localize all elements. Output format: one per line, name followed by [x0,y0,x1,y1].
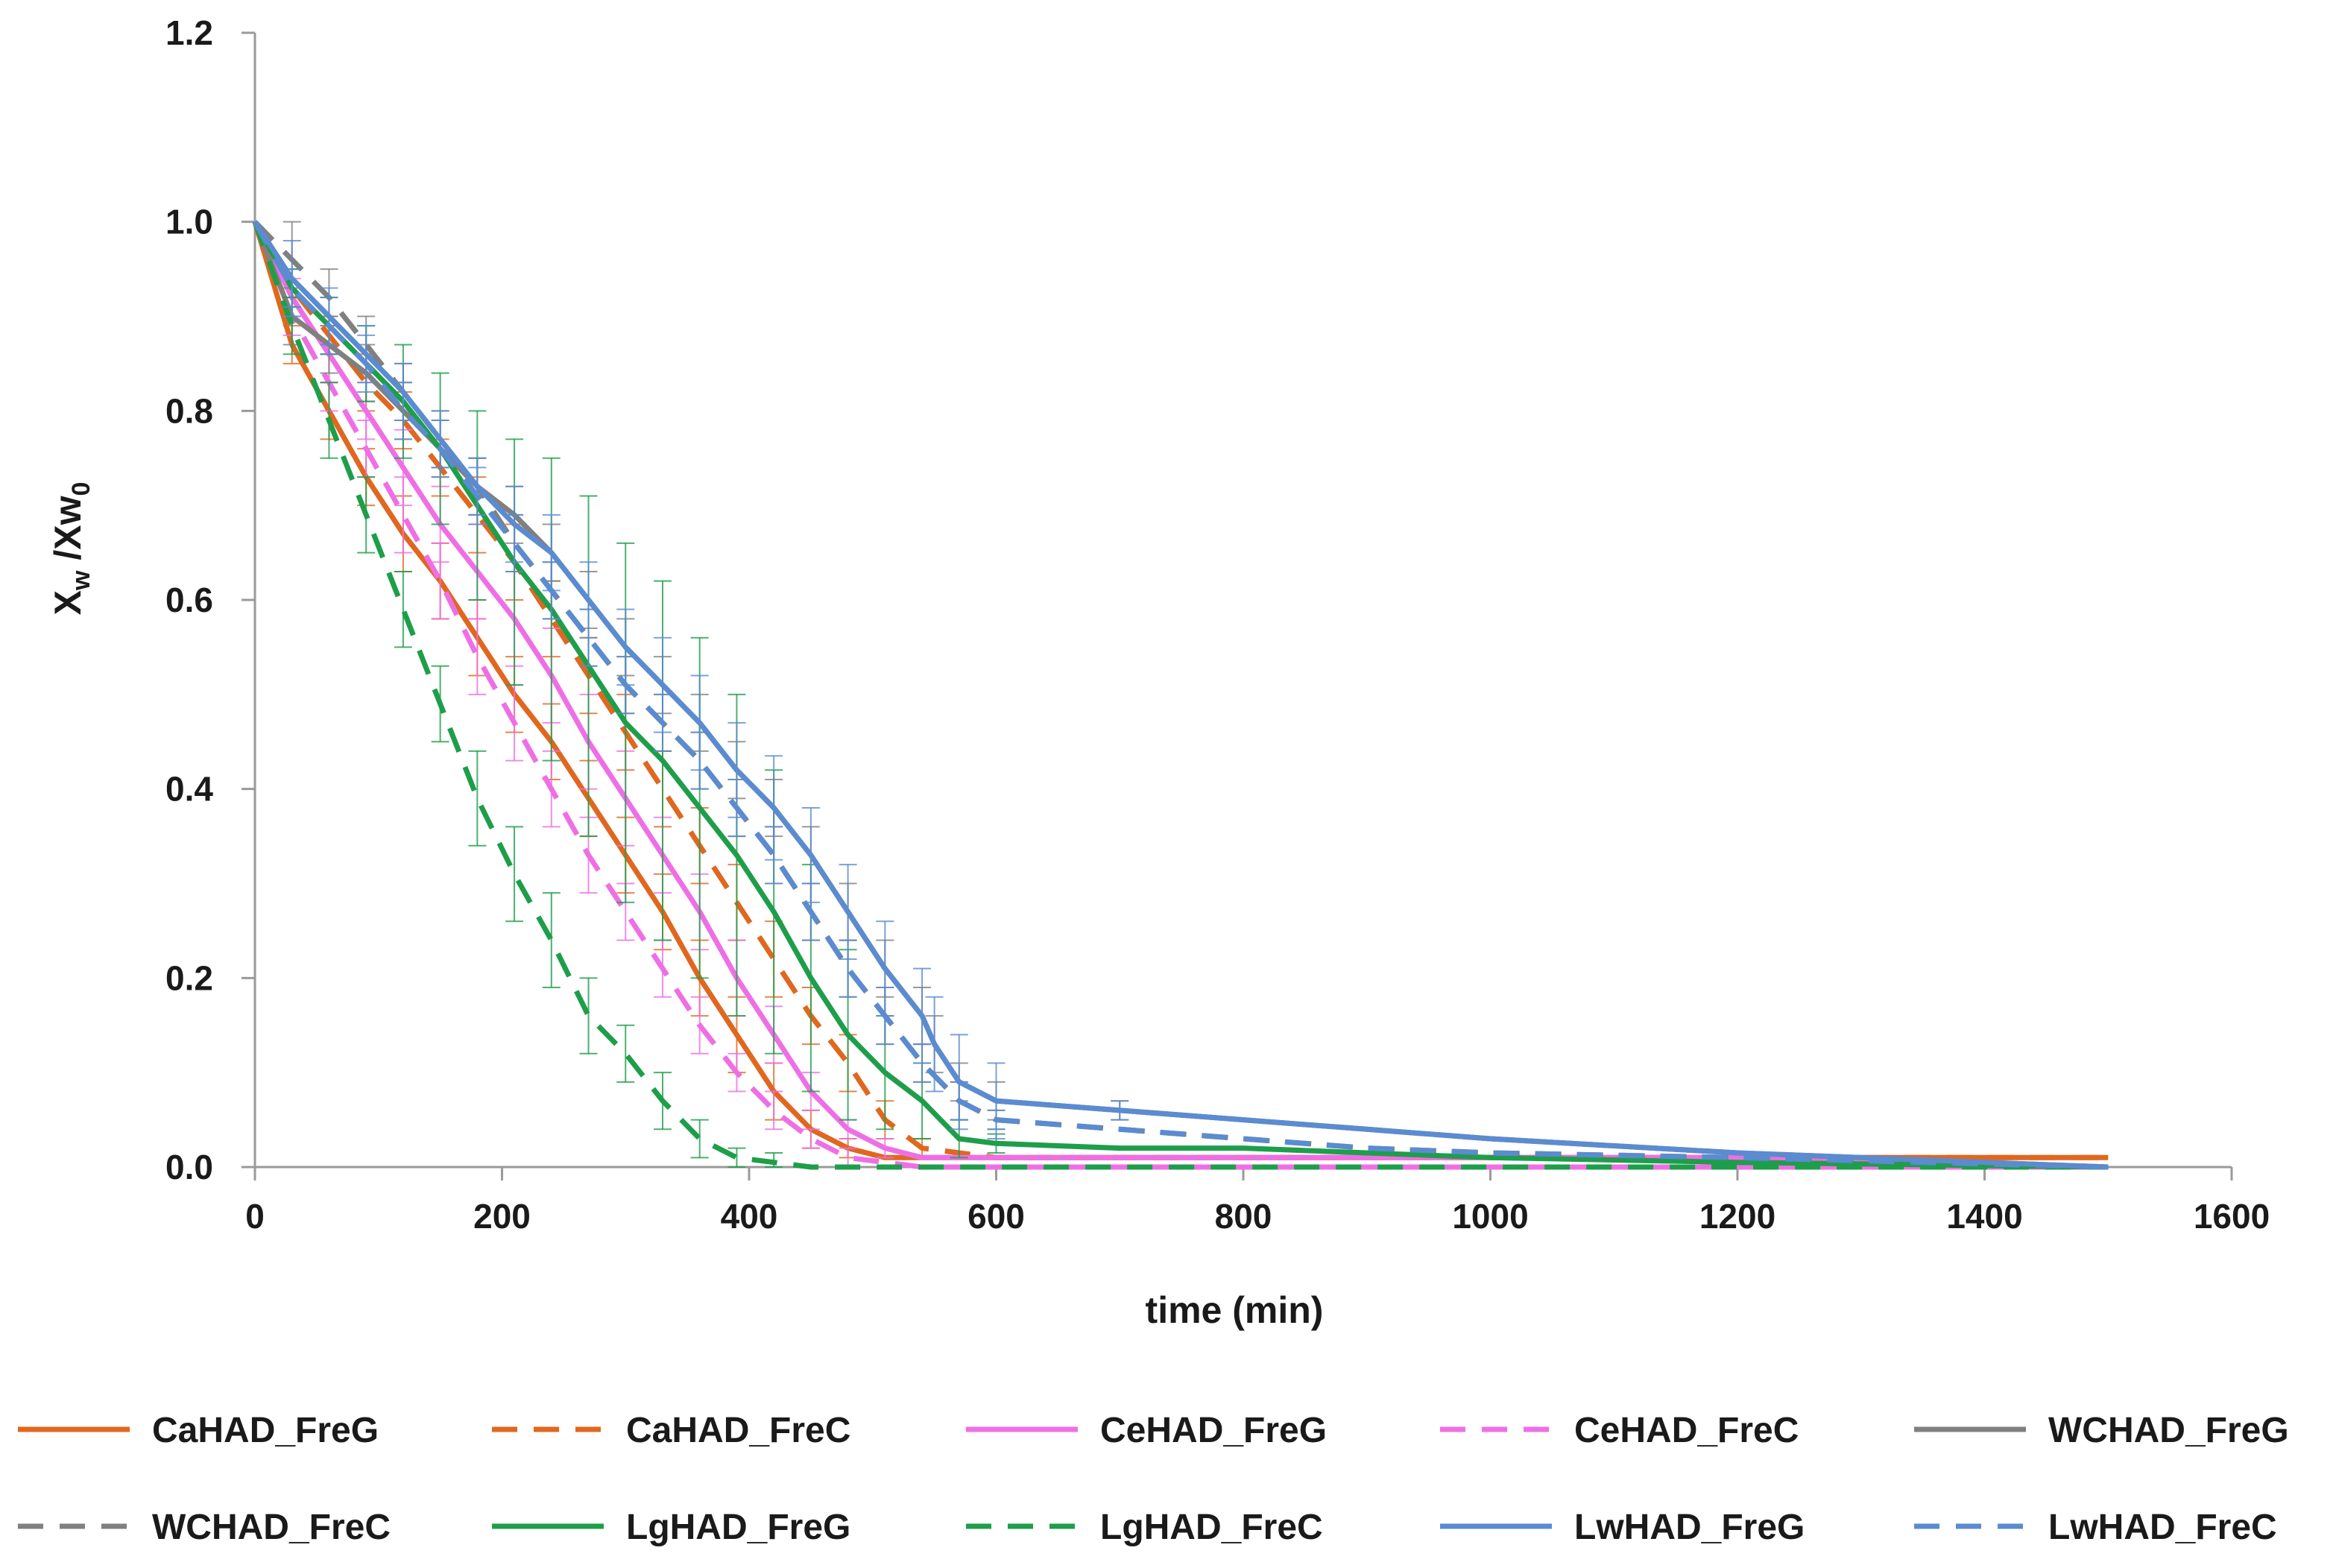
legend-item-cahad-freg: CaHAD_FreG [18,1411,379,1450]
error-bars-cehad-frec [282,297,857,1168]
error-bar [542,892,561,989]
error-bar [839,939,857,998]
y-axis-title-sub-0: 0 [67,482,95,496]
series-cehad-frec [252,221,2109,1170]
series-line-lwhad-frec [252,220,2109,1170]
legend-label: WCHAD_FreG [2048,1411,2289,1450]
series-line-cehad-frec [252,221,2109,1170]
y-axis-title-main: X [47,590,89,615]
x-tick-label: 600 [967,1197,1025,1236]
series-line-cehad-freg [252,221,2109,1170]
series-line-wchad-freg [252,221,2109,1170]
legend-item-wchad-frec: WCHAD_FreC [18,1508,391,1547]
error-bars-lwhad-freg [282,240,1129,1139]
series-lghad-frec [252,221,2109,1170]
series-lwhad-freg [253,220,2109,1170]
series-wchad-freg [252,221,2109,1170]
series-cahad-freg [252,221,2109,1160]
y-tick-label: 1.0 [165,203,213,241]
y-tick-label: 0.4 [165,770,213,809]
axes: 0.0 0.2 0.4 0.6 0.8 1.0 1.2 0 200 400 600 800 1000 12… [165,13,2270,1236]
series-line-cahad-frec [252,220,2109,1160]
error-bar [727,1147,746,1168]
legend-label: LgHAD_FreG [626,1508,850,1547]
error-bar [505,513,524,572]
error-bar [468,618,487,695]
series-lghad-freg [252,220,2109,1170]
x-tick-label: 0 [245,1197,265,1236]
y-tick-label: 0.8 [165,391,213,430]
x-tick-label: 400 [721,1197,778,1236]
series-line-cahad-freg [252,221,2109,1160]
error-bar [468,750,487,847]
series-cehad-freg [252,221,2109,1170]
error-bar [913,1043,932,1083]
legend-label: CeHAD_FreG [1100,1411,1327,1450]
series-line-wchad-frec [253,220,2109,1170]
error-bar [579,977,598,1055]
legend-item-wchad-freg: WCHAD_FreG [1914,1411,2289,1450]
y-tick-label: 0.2 [165,958,213,997]
error-bar [579,608,598,667]
error-bars-wchad-frec [282,221,1006,1131]
legend-item-cehad-frec: CeHAD_FreC [1440,1411,1799,1450]
error-bar [431,542,449,620]
error-bar [801,1128,820,1149]
x-tick-label: 800 [1215,1197,1272,1236]
series-line-lghad-frec [252,221,2109,1170]
legend-label: LwHAD_FreG [1574,1508,1805,1547]
series-lwhad-frec [252,220,2109,1170]
legend-label: WCHAD_FreC [152,1508,391,1547]
legend-label: LwHAD_FreC [2048,1508,2277,1547]
x-tick-label: 1600 [2194,1197,2270,1236]
error-bars-lghad-frec [282,297,783,1168]
legend-item-lghad-freg: LgHAD_FreG [492,1508,850,1547]
y-axis-title-mid: /Xw [47,496,89,570]
error-bar [394,476,412,554]
legend-label: CeHAD_FreC [1574,1411,1799,1450]
error-bar [282,268,301,308]
legend-item-lwhad-frec: LwHAD_FreC [1914,1508,2277,1547]
series-line-lwhad-freg [253,220,2109,1170]
x-axis-title: time (min) [1146,1289,1324,1331]
legend-item-cehad-freg: CeHAD_FreG [966,1411,1327,1450]
x-tick-label: 200 [473,1197,531,1236]
series-cahad-frec [252,220,2109,1160]
series-layer [252,220,2109,1170]
y-tick-label: 1.2 [165,13,213,52]
error-bar [394,570,412,648]
y-tick-label: 0.0 [165,1148,213,1186]
error-bar [765,1090,783,1131]
error-bars-cahad-frec [282,268,932,1159]
series-wchad-frec [253,220,2109,1170]
legend-label: CaHAD_FreG [152,1411,379,1450]
x-tick-label: 1200 [1699,1197,1775,1236]
legend-item-lwhad-freg: LwHAD_FreG [1440,1508,1805,1547]
legend-item-cahad-frec: CaHAD_FreC [492,1411,850,1450]
error-bar [616,1024,635,1083]
legend: CaHAD_FreG CaHAD_FreC CeHAD_FreG CeHAD_FreC… [18,1411,2289,1547]
y-tick-label: 0.6 [165,581,213,619]
legend-label: LgHAD_FreC [1100,1508,1323,1547]
series-line-lghad-freg [252,220,2109,1170]
error-bar [690,1119,709,1159]
y-axis-title-sub-w: w [67,570,95,591]
legend-label: CaHAD_FreC [626,1411,850,1450]
error-bar [690,731,709,790]
error-bar [394,382,412,440]
error-bar [505,826,524,923]
x-tick-label: 1000 [1452,1197,1528,1236]
error-bar [765,826,783,885]
x-tick-label: 1400 [1946,1197,2022,1236]
legend-item-lghad-frec: LgHAD_FreC [966,1508,1323,1547]
y-axis-title: Xw /Xw0 [47,482,95,616]
